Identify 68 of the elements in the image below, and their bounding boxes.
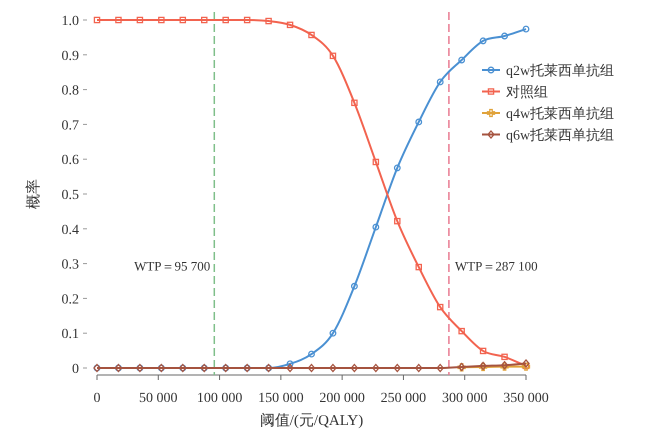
- x-tick-label: 250 000: [380, 391, 426, 406]
- y-tick-label: 0.6: [62, 153, 79, 168]
- point: [436, 364, 444, 372]
- point: [394, 218, 401, 224]
- x-tick-label: 50 000: [139, 391, 178, 406]
- point: [286, 360, 294, 368]
- point: [350, 282, 358, 290]
- point: [180, 16, 186, 24]
- point: [415, 364, 422, 372]
- x-tick-label: 350 000: [503, 391, 549, 406]
- legend-label: 对照组: [506, 84, 548, 100]
- point: [158, 16, 165, 24]
- y-tick-label: 0.3: [62, 258, 79, 273]
- point: [94, 16, 100, 24]
- point: [308, 32, 315, 38]
- ref-line-label: WTP＝287 100: [454, 258, 538, 274]
- point: [372, 158, 380, 166]
- y-tick-label: 0.4: [62, 222, 79, 238]
- legend-label: q4w托莱西单抗组: [506, 106, 614, 122]
- point: [372, 224, 380, 231]
- y-axis-title: 概率: [25, 179, 42, 209]
- x-axis-title: 阈值/(元/QALY): [260, 412, 364, 429]
- point: [458, 328, 465, 334]
- point: [330, 52, 336, 60]
- y-tick-label: 0.5: [62, 188, 79, 203]
- point: [480, 348, 486, 354]
- point: [350, 364, 358, 372]
- point: [394, 164, 401, 172]
- point: [372, 364, 380, 372]
- y-tick-label: 0.1: [62, 327, 79, 342]
- y-tick-label: 0.8: [62, 84, 79, 99]
- point: [458, 56, 466, 64]
- y-tick-label: 0.7: [62, 118, 79, 134]
- point: [286, 22, 294, 28]
- x-tick-label: 100 000: [196, 391, 242, 406]
- legend-label: q6w托莱西单抗组: [506, 128, 614, 144]
- point: [222, 16, 229, 24]
- point: [522, 26, 530, 32]
- point: [308, 350, 315, 358]
- point: [286, 364, 294, 372]
- point: [330, 330, 336, 337]
- point: [329, 364, 337, 372]
- point: [501, 354, 508, 360]
- x-tick-label: 200 000: [319, 391, 365, 406]
- point: [201, 16, 208, 24]
- point: [436, 78, 444, 86]
- point: [436, 304, 444, 310]
- point: [480, 37, 487, 44]
- point: [265, 18, 272, 24]
- point: [501, 32, 508, 40]
- point: [115, 16, 122, 24]
- point: [415, 118, 422, 126]
- legend-label: q2w托莱西单抗组: [506, 63, 614, 79]
- point: [136, 16, 144, 24]
- ref-line-label: WTP＝95 700: [134, 258, 210, 274]
- x-tick-label: 150 000: [258, 391, 304, 406]
- x-tick-label: 300 000: [442, 391, 488, 406]
- point: [394, 364, 401, 372]
- point: [244, 16, 250, 24]
- point: [416, 264, 422, 270]
- point: [308, 364, 316, 372]
- y-tick-label: 0.9: [62, 48, 79, 64]
- point: [522, 359, 530, 368]
- y-tick-label: 0.2: [62, 292, 79, 308]
- point: [351, 100, 358, 106]
- x-tick-label: 0: [94, 391, 100, 406]
- y-tick-label: 1.0: [62, 14, 79, 29]
- y-tick-label: 0: [72, 362, 79, 377]
